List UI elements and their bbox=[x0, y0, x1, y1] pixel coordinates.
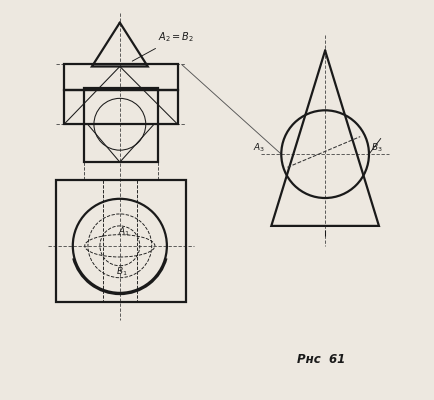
Text: Рнс  61: Рнс 61 bbox=[296, 353, 345, 366]
Bar bbox=[64, 64, 177, 90]
Text: $B_1$: $B_1$ bbox=[116, 265, 127, 278]
Bar bbox=[84, 88, 158, 162]
Text: $A_2{=}B_2$: $A_2{=}B_2$ bbox=[132, 30, 193, 61]
Bar bbox=[64, 90, 177, 124]
Text: $A_3$: $A_3$ bbox=[253, 141, 265, 154]
Bar bbox=[56, 180, 185, 302]
Text: $A_1$: $A_1$ bbox=[118, 226, 130, 238]
Text: $B_3$: $B_3$ bbox=[370, 141, 382, 154]
